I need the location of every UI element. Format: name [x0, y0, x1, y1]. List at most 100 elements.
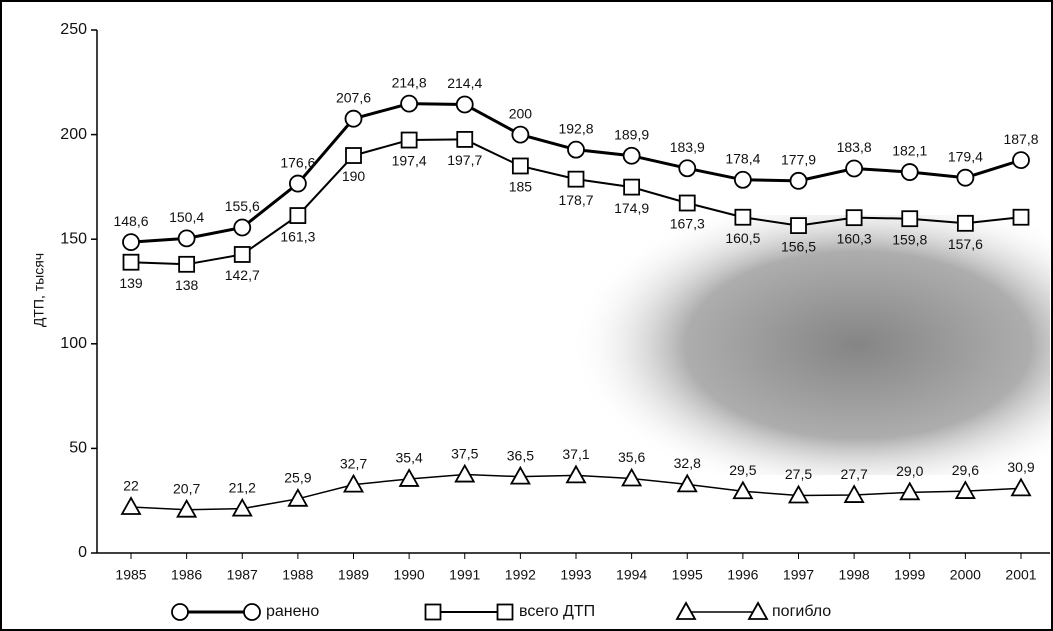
x-tick-label: 2000 [950, 567, 981, 583]
marker [172, 604, 188, 620]
data-label: 37,1 [562, 446, 589, 462]
data-label: 32,7 [340, 455, 367, 471]
data-label: 35,6 [618, 449, 645, 465]
marker [426, 605, 441, 620]
data-label: 157,6 [948, 236, 983, 252]
marker [511, 468, 529, 484]
y-tick-label: 250 [60, 21, 87, 38]
marker [624, 148, 640, 164]
marker [902, 211, 917, 226]
data-label: 160,5 [725, 230, 760, 246]
marker [791, 173, 807, 189]
data-label: 197,4 [392, 153, 427, 169]
x-tick-label: 1995 [672, 567, 703, 583]
marker [901, 483, 919, 499]
data-label: 138 [175, 277, 199, 293]
marker [1014, 210, 1029, 225]
marker [513, 158, 528, 173]
data-label: 20,7 [173, 480, 200, 496]
data-label: 22 [123, 478, 139, 494]
marker [123, 234, 139, 250]
marker [234, 219, 250, 235]
data-label: 27,5 [785, 466, 812, 482]
data-label: 139 [119, 275, 143, 291]
data-label: 176,6 [280, 154, 315, 170]
legend-label: погибло [772, 603, 831, 620]
data-label: 150,4 [169, 209, 204, 225]
marker [235, 247, 250, 262]
x-tick-label: 1986 [171, 567, 202, 583]
marker [290, 176, 306, 192]
marker [401, 96, 417, 112]
marker [679, 160, 695, 176]
data-label: 21,2 [229, 479, 256, 495]
data-label: 36,5 [507, 447, 534, 463]
y-tick-label: 200 [60, 126, 87, 143]
marker [402, 133, 417, 148]
marker [122, 498, 140, 514]
marker [179, 230, 195, 246]
marker [346, 111, 362, 127]
data-label: 142,7 [225, 267, 260, 283]
marker [456, 466, 474, 482]
x-tick-label: 1987 [227, 567, 258, 583]
x-tick-label: 1994 [616, 567, 647, 583]
x-tick-label: 1988 [282, 567, 313, 583]
x-tick-label: 1992 [505, 567, 536, 583]
data-label: 167,3 [670, 216, 705, 232]
data-label: 182,1 [892, 143, 927, 159]
marker [677, 603, 695, 619]
data-label: 207,6 [336, 89, 371, 105]
y-axis-title: ДТП, тысяч [31, 253, 47, 327]
marker [624, 180, 639, 195]
marker [568, 142, 584, 158]
data-label: 197,7 [447, 152, 482, 168]
marker [457, 132, 472, 147]
chart: ДТП, тысяч 05010015020025019851986198719… [0, 0, 1053, 631]
data-label: 178,7 [558, 192, 593, 208]
data-label: 192,8 [558, 120, 593, 136]
marker [902, 164, 918, 180]
data-label: 190 [342, 168, 366, 184]
data-label: 178,4 [725, 150, 760, 166]
data-label: 189,9 [614, 126, 649, 142]
data-label: 185 [509, 179, 533, 195]
data-label: 156,5 [781, 238, 816, 254]
data-label: 174,9 [614, 200, 649, 216]
data-label: 25,9 [284, 470, 311, 486]
legend-label: всего ДТП [519, 603, 595, 620]
marker [847, 210, 862, 225]
y-tick-label: 100 [60, 335, 87, 352]
x-tick-label: 1990 [394, 567, 425, 583]
x-tick-label: 1999 [894, 567, 925, 583]
x-tick-label: 1997 [783, 567, 814, 583]
data-label: 35,4 [396, 450, 423, 466]
marker [498, 605, 513, 620]
x-tick-label: 1993 [560, 567, 591, 583]
marker [457, 96, 473, 112]
data-label: 148,6 [113, 213, 148, 229]
marker [846, 160, 862, 176]
marker [290, 208, 305, 223]
marker [680, 196, 695, 211]
data-label: 179,4 [948, 148, 983, 164]
marker [569, 172, 584, 187]
data-label: 29,0 [896, 463, 923, 479]
x-tick-label: 1991 [449, 567, 480, 583]
data-label: 30,9 [1007, 459, 1034, 475]
data-label: 37,5 [451, 445, 478, 461]
x-tick-label: 1989 [338, 567, 369, 583]
data-label: 183,8 [837, 139, 872, 155]
data-label: 214,4 [447, 75, 482, 91]
data-label: 155,6 [225, 198, 260, 214]
data-label: 27,7 [841, 466, 868, 482]
marker [1012, 479, 1030, 495]
data-label: 160,3 [837, 230, 872, 246]
x-tick-label: 1985 [115, 567, 146, 583]
marker [735, 210, 750, 225]
marker [958, 216, 973, 231]
data-label: 32,8 [674, 455, 701, 471]
marker [791, 218, 806, 233]
x-tick-label: 1998 [839, 567, 870, 583]
x-tick-label: 1996 [727, 567, 758, 583]
